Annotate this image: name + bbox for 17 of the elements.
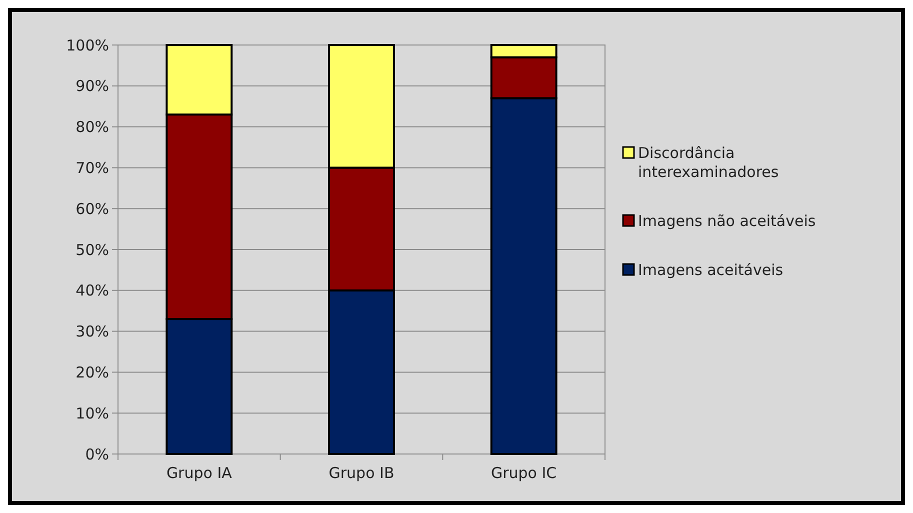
x-tick-label: Grupo IA xyxy=(166,464,233,482)
y-tick-label: 10% xyxy=(76,404,109,422)
y-tick-label: 30% xyxy=(76,322,109,341)
y-tick-label: 100% xyxy=(66,36,109,54)
legend-label: Discordância interexaminadores xyxy=(638,144,779,181)
y-tick-label: 70% xyxy=(76,158,109,177)
y-tick-label: 40% xyxy=(76,282,109,300)
y-tick-label: 80% xyxy=(76,118,109,136)
y-tick-label: 90% xyxy=(76,77,109,96)
legend-label: Imagens não aceitáveis xyxy=(638,212,816,230)
legend-label: Imagens aceitáveis xyxy=(638,261,784,279)
y-tick-label: 60% xyxy=(76,200,109,218)
y-tick-label: 20% xyxy=(76,363,109,382)
x-tick-label: Grupo IC xyxy=(490,464,557,482)
y-tick-label: 0% xyxy=(85,445,109,464)
x-tick-label: Grupo IB xyxy=(328,464,394,482)
y-tick-label: 50% xyxy=(76,240,109,259)
